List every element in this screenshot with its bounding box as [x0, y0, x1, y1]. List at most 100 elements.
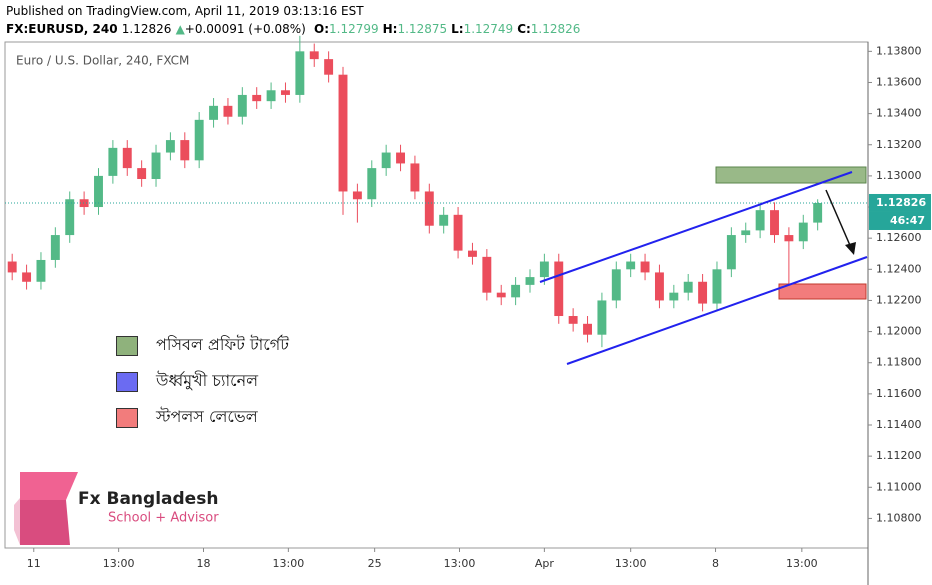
candle-body [525, 277, 535, 285]
candle-body [453, 214, 463, 251]
candle-body [396, 152, 406, 164]
arrow: ▲ [175, 22, 185, 36]
published: Published on TradingView.com, April 11, … [6, 4, 364, 18]
legend-item: স্টপলস লেভেল [116, 404, 258, 431]
candle-body [165, 140, 175, 153]
ohlc: O:1.12799 H:1.12875 L:1.12749 C:1.12826 [310, 22, 580, 36]
countdown-box [869, 211, 931, 230]
x-tick-label: 18 [196, 557, 210, 570]
y-tick-label: 1.12400 [876, 262, 922, 275]
symbol: FX:EURUSD, 240 [6, 22, 118, 36]
candle-body [583, 323, 592, 335]
last-price-label: 1.12826 [876, 196, 926, 209]
candle-body [79, 199, 89, 208]
candle-body [712, 269, 722, 304]
y-tick-label: 1.13800 [876, 44, 922, 57]
plot-frame [4, 41, 869, 549]
x-tick-label: 25 [368, 557, 382, 570]
candle-body [626, 261, 636, 270]
y-tick-label: 1.12200 [876, 293, 922, 306]
y-tick-label: 1.13600 [876, 75, 922, 88]
y-tick-label: 1.13200 [876, 138, 922, 151]
stop-zone [778, 283, 867, 300]
candle-body [108, 147, 118, 176]
y-tick-label: 1.10800 [876, 511, 922, 524]
x-tick-label: 13:00 [615, 557, 647, 570]
x-tick-label: 13:00 [103, 557, 135, 570]
channel-upper [539, 171, 853, 283]
ohlc-key: H: [382, 22, 398, 36]
candle-body [223, 105, 233, 117]
legend-item: উর্ধ্বমুখী চ্যানেল [116, 368, 258, 395]
candle-body [683, 281, 693, 293]
candle-body [237, 94, 247, 117]
candle-body [755, 210, 765, 231]
y-tick-label: 1.13000 [876, 169, 922, 182]
x-tick-label: 13:00 [273, 557, 305, 570]
candle-body [439, 214, 449, 226]
candle-body [266, 90, 276, 102]
candle-body [813, 202, 823, 223]
y-tick-label: 1.11200 [876, 449, 922, 462]
channel-lower [566, 256, 868, 365]
ohlc-value: 1.12799 [329, 22, 379, 36]
candle-body [324, 59, 334, 75]
candle-body [309, 51, 319, 60]
ohlc-key: L: [451, 22, 464, 36]
countdown: 46:47 [890, 214, 925, 227]
candle-body [7, 261, 17, 273]
x-tick-label: 8 [712, 557, 719, 570]
candle-body [482, 256, 492, 293]
candle-body [770, 210, 779, 236]
candle-body [94, 175, 103, 208]
change: +0.00091 (+0.08%) [184, 22, 306, 36]
y-tick-label: 1.11600 [876, 387, 922, 400]
candle-body [36, 259, 46, 282]
legend-swatch [116, 407, 138, 428]
ohlc-value: 1.12875 [397, 22, 448, 36]
y-tick-label: 1.11000 [876, 480, 922, 493]
candle-body [194, 119, 204, 161]
candle-body [539, 261, 549, 278]
candle-body [50, 235, 60, 260]
symbol-bar: FX:EURUSD, 240 1.12826 ▲+0.00091 (+0.08%… [6, 22, 580, 36]
x-tick-label: Apr [535, 557, 555, 570]
candle-body [554, 261, 564, 317]
forecast-arrow [825, 189, 853, 251]
candle-body [496, 292, 506, 298]
candle-body [798, 222, 808, 242]
arrow-head [845, 242, 856, 255]
ohlc-key: C: [517, 22, 531, 36]
candle-body [137, 168, 147, 180]
candle-body [352, 191, 362, 200]
target-zone [715, 166, 867, 184]
candle-body [784, 235, 794, 242]
candle-body [424, 191, 434, 226]
last-price-box [869, 193, 931, 212]
candle-body [741, 230, 751, 236]
candle-body [726, 235, 736, 270]
x-tick-label: 11 [27, 557, 41, 570]
candle-body [597, 300, 607, 335]
candle-body [338, 74, 348, 192]
candle-body [511, 284, 521, 298]
candle-body [410, 163, 420, 192]
legend-label: পসিবল প্রফিট টার্গেট [156, 335, 289, 354]
legend-label: উর্ধ্বমুখী চ্যানেল [156, 371, 259, 390]
legend-swatch [116, 335, 138, 356]
ohlc-value: 1.12749 [463, 22, 514, 36]
candle-body [22, 272, 32, 282]
y-tick-label: 1.11800 [876, 356, 922, 369]
candle-body [367, 168, 377, 200]
candle-body [295, 51, 305, 95]
candle-body [611, 269, 621, 301]
last: 1.12826 [121, 22, 172, 36]
y-tick-label: 1.12000 [876, 325, 922, 338]
legend-item: পসিবল প্রফিট টার্গেট [116, 332, 289, 359]
candle-body [252, 94, 262, 102]
y-tick-label: 1.11400 [876, 418, 922, 431]
candle-body [122, 147, 132, 169]
legend-swatch [116, 371, 138, 392]
